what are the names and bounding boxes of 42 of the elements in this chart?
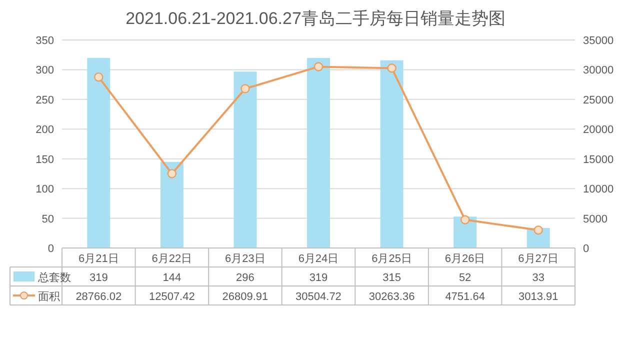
y2-tick-label: 10000 — [583, 184, 614, 196]
y-tick-label: 0 — [48, 243, 54, 255]
title: 2021.06.21-2021.06.27青岛二手房每日销量走势图 — [126, 9, 506, 28]
data-label: 3013.91 — [518, 291, 558, 303]
y-tick-label: 200 — [36, 124, 54, 136]
data-label: 33 — [532, 272, 544, 284]
y-tick-label: 150 — [36, 154, 54, 166]
legend-item: 总套数 — [14, 272, 71, 284]
data-label: 26809.91 — [222, 291, 268, 303]
y2-tick-label: 15000 — [583, 154, 614, 166]
data-label: 28766.02 — [76, 291, 122, 303]
y2-tick-label: 30000 — [583, 64, 614, 77]
x-tick-label: 6月27日 — [518, 253, 559, 265]
data-label: 52 — [458, 272, 472, 284]
data-label: 30504.72 — [296, 291, 342, 303]
y2-tick-label: 35000 — [583, 35, 614, 47]
data-label: 296 — [236, 272, 254, 284]
x-tick-label: 6月22日 — [152, 253, 192, 265]
data-label: 319 — [309, 272, 328, 284]
y-tick-label: 50 — [42, 213, 54, 226]
y-tick-label: 250 — [36, 94, 54, 106]
data-label: 4751.64 — [445, 291, 485, 303]
y2-tick-label: 25000 — [583, 94, 614, 106]
legend-label: 总套数 — [37, 271, 71, 284]
y2-tick-label: 20000 — [583, 124, 614, 136]
legend-label: 面积 — [38, 291, 60, 303]
y-tick-label: 300 — [36, 64, 54, 77]
x-tick-label: 6月21日 — [78, 253, 119, 265]
legend-item: 面积 — [13, 291, 60, 303]
data-label: 12507.42 — [148, 291, 195, 303]
data-label: 144 — [162, 272, 182, 284]
y2-tick-label: 0 — [583, 243, 590, 255]
data-label: 315 — [382, 272, 401, 284]
x-tick-label: 6月25日 — [372, 253, 412, 265]
y2-tick-label: 5000 — [583, 213, 608, 226]
y-tick-label: 350 — [36, 35, 54, 47]
x-tick-label: 6月23日 — [225, 253, 266, 265]
data-label: 319 — [89, 272, 108, 284]
y-tick-label: 100 — [36, 184, 54, 196]
x-tick-label: 6月26日 — [444, 253, 486, 265]
data-label: 30263.36 — [368, 291, 415, 303]
x-tick-label: 6月24日 — [298, 253, 339, 265]
